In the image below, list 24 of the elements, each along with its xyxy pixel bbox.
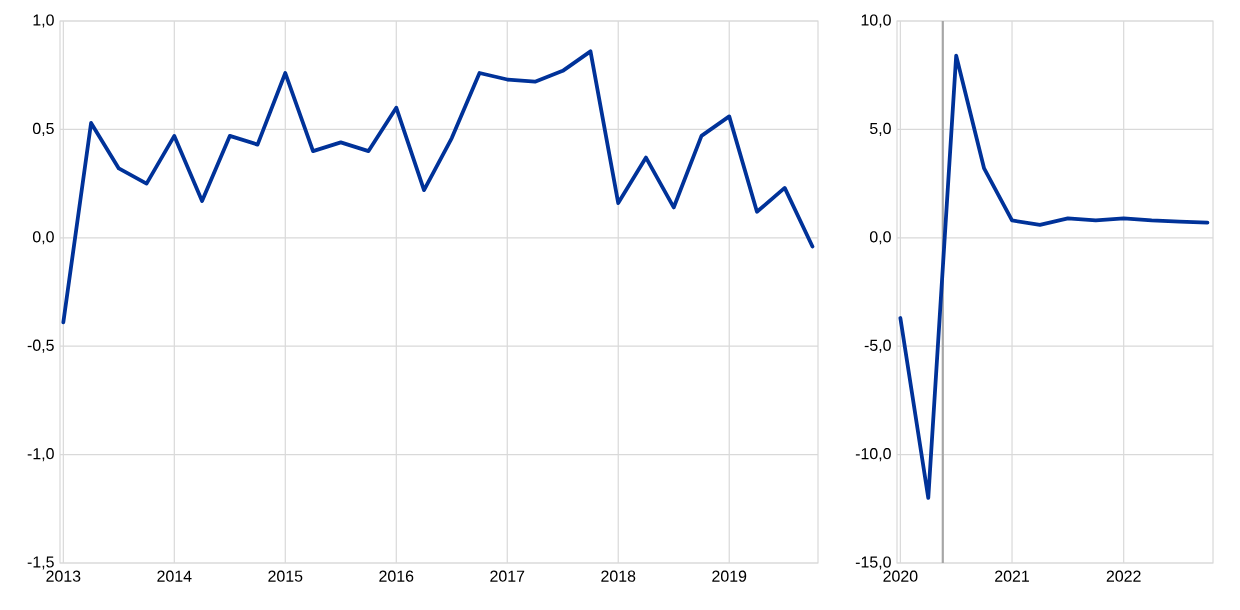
y-tick-label: -5,0: [864, 339, 891, 353]
y-tick-label: 0,5: [32, 122, 54, 136]
y-tick-label: 5,0: [869, 122, 891, 136]
x-tick-label: 2016: [379, 570, 414, 582]
x-tick-label: 2018: [601, 570, 636, 582]
line-series: [61, 49, 815, 325]
x-tick-label: 2014: [157, 570, 192, 582]
y-tick-label: -1,5: [27, 556, 54, 570]
y-tick-label: -0,5: [27, 339, 54, 353]
x-tick-label: 2022: [1106, 570, 1141, 582]
x-tick-label: 2015: [268, 570, 303, 582]
y-tick-label: 1,0: [33, 14, 54, 28]
y-tick-label: 0,0: [32, 231, 54, 245]
y-tick-label: 0,0: [869, 231, 891, 245]
y-tick-label: -10,0: [855, 448, 891, 462]
x-tick-label: 2020: [883, 570, 918, 582]
x-tick-label: 2017: [490, 570, 525, 582]
y-tick-label: -15,0: [855, 556, 891, 570]
y-tick-label: 10,0: [861, 14, 891, 28]
x-tick-label: 2013: [46, 570, 81, 582]
x-tick-label: 2019: [712, 570, 747, 582]
line-series: [898, 53, 1210, 500]
y-tick-label: -1,0: [27, 448, 54, 462]
x-tick-label: 2021: [995, 570, 1029, 582]
